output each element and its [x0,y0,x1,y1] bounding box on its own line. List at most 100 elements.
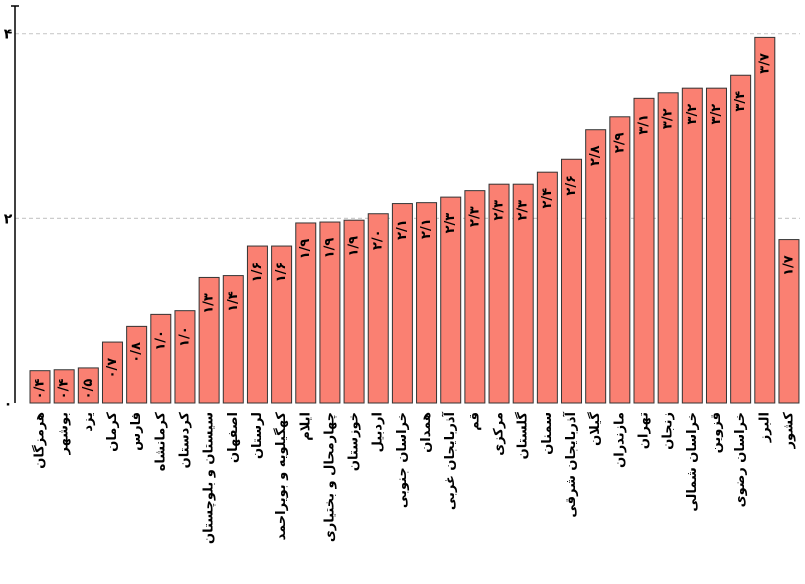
value-label: ۱/۰ [153,330,168,351]
value-label: ۳/۲ [709,104,724,125]
category-label: اردبیل [371,412,386,452]
bar [730,74,752,404]
value-label: ۲/۴ [540,188,555,209]
value-label: ۰/۵ [81,379,96,400]
category-label: گیلان [587,412,603,446]
bar [271,245,293,404]
bar [585,129,607,404]
value-label: ۱/۷ [781,255,796,276]
category-label: بوشهر [57,412,72,456]
bar-layer [29,36,800,404]
value-label: ۱/۹ [298,239,313,260]
value-label: ۲/۱ [419,218,434,239]
category-label: سیستان و بلوچستان [202,412,217,544]
value-label: ۳/۴ [733,91,748,112]
bar [705,87,727,404]
bar [246,245,268,404]
value-label: ۲/۳ [492,200,507,221]
bar [77,367,99,404]
y-tick-label: ۰ [4,396,13,412]
bar [343,219,365,404]
category-label: گلستان [515,412,531,460]
bar [150,313,172,404]
value-label: ۱/۳ [202,293,217,314]
y-tick-label: ۲ [4,211,13,227]
bar [633,97,655,404]
category-label: خراسان رضوی [733,412,748,507]
bar [295,222,317,404]
value-label: ۲/۶ [564,175,579,196]
category-label: تهران [637,412,652,449]
bar [29,370,51,404]
value-label: ۱/۹ [347,236,362,257]
bar [488,183,510,404]
y-tick-label: ۴ [4,27,13,43]
value-label: ۱/۰ [177,326,192,347]
category-label: مازندران [612,412,627,468]
category-label: البرز [757,412,772,443]
value-label: ۳/۷ [757,53,772,74]
value-label: ۱/۶ [274,262,289,283]
category-label: فارس [129,412,144,451]
value-label: ۳/۲ [661,108,676,129]
value-label: ۲/۱ [395,219,410,240]
category-label: خراسان شمالی [685,412,700,512]
bar [126,325,148,404]
category-label: کرمان [105,412,120,452]
category-label: آذربایجان غربی [441,411,458,510]
value-label: ۰/۴ [33,379,48,400]
category-label: چهارمحال و بختیاری [322,412,337,542]
category-label: قم [467,412,482,431]
bar [512,183,534,404]
value-label: ۲/۹ [612,132,627,153]
value-label: ۱/۹ [322,238,337,259]
bar [778,239,800,404]
category-label: یزد [81,412,96,432]
category-label: اصفهان [226,412,241,463]
bar [53,369,75,404]
bar [222,275,244,404]
bar [561,158,583,404]
category-label: کهگیلویه و بویراحمد [273,412,289,541]
label-layer: ۰ ۲ ۴ ۰/۴ هرمزگان ۰/۴ بوشهر ۰/۵ یزد ۰/۷ کرمان ۰/۸ فا… [4,27,797,544]
bar [367,213,389,404]
value-label: ۲/۰ [371,229,386,250]
value-label: ۲/۳ [516,200,531,221]
bar [416,202,438,404]
category-label: ایلام [298,412,313,441]
bar [657,92,679,404]
value-label: ۱/۴ [226,291,241,312]
category-label: کردستان [177,412,192,469]
bar [198,276,220,404]
bar [464,190,486,404]
category-label: همدان [419,412,434,453]
axis-layer [11,5,19,403]
value-label: ۲/۳ [467,206,482,227]
bar [440,196,462,404]
value-label: ۳/۱ [637,114,652,135]
category-label: کرمانشاه [153,412,168,472]
bar [174,310,196,404]
value-label: ۱/۶ [250,262,265,283]
value-label: ۰/۴ [57,379,72,400]
value-label: ۰/۸ [129,342,144,363]
category-label: قزوین [709,412,724,453]
bar [681,87,703,404]
category-label: مرکزی [492,412,507,456]
bar [536,171,558,404]
category-label: لرستان [250,412,265,459]
value-label: ۲/۸ [588,145,603,166]
category-label: آذربایجان شرقی [562,411,579,517]
value-label: ۲/۳ [443,213,458,234]
value-label: ۳/۲ [685,104,700,125]
category-label: خراسان جنوبی [395,412,410,508]
bar [754,36,776,404]
bar [319,221,341,404]
value-label: ۰/۷ [105,358,120,379]
category-label: سمنان [540,412,555,455]
bar [609,116,631,404]
category-label: کشور [781,412,796,450]
category-label: هرمزگان [32,412,48,469]
category-label: زنجان [661,412,676,450]
